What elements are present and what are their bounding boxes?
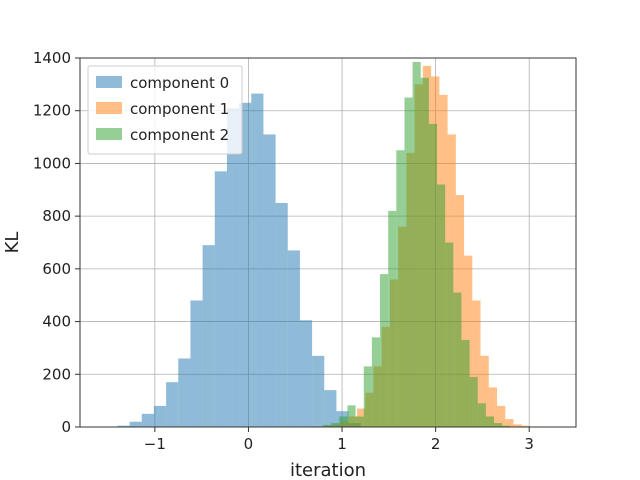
- bar: [488, 387, 498, 427]
- bar: [141, 413, 154, 427]
- bar: [312, 355, 325, 427]
- bar: [355, 416, 364, 427]
- bar: [287, 250, 300, 427]
- bar: [420, 77, 429, 428]
- bar: [117, 425, 130, 427]
- series-0: [117, 93, 361, 427]
- bar: [404, 97, 413, 427]
- bar: [202, 245, 215, 427]
- bar: [226, 108, 240, 427]
- bar: [339, 416, 348, 427]
- y-tick-label: 800: [42, 207, 71, 225]
- legend-swatch: [96, 76, 122, 88]
- bar: [263, 134, 276, 427]
- legend-swatch: [96, 128, 122, 140]
- bar: [129, 421, 142, 427]
- y-axis-label: KL: [2, 232, 23, 254]
- legend: component 0 component 1 component 2: [87, 65, 243, 155]
- histogram-bars: [117, 61, 547, 428]
- x-tick-label: −1: [144, 435, 166, 453]
- bar: [331, 423, 340, 427]
- bar: [469, 376, 478, 427]
- bar: [214, 171, 227, 427]
- bar: [324, 390, 337, 427]
- bar: [178, 358, 191, 427]
- bar: [190, 300, 203, 427]
- x-tick-label: 2: [431, 435, 441, 453]
- bar: [477, 403, 486, 427]
- y-tick-label: 600: [42, 260, 71, 278]
- bar: [275, 202, 288, 427]
- bar: [323, 424, 332, 427]
- legend-label: component 1: [130, 100, 229, 118]
- y-tick-label: 1000: [33, 154, 71, 172]
- bar: [502, 425, 511, 427]
- x-tick-label: 3: [524, 435, 534, 453]
- bar: [251, 93, 264, 427]
- y-tick-label: 1200: [33, 102, 71, 120]
- legend-label: component 0: [130, 74, 229, 92]
- x-axis-label: iteration: [290, 460, 366, 480]
- bar: [388, 210, 397, 427]
- bar: [347, 405, 356, 427]
- bar: [396, 150, 405, 427]
- bar: [153, 405, 167, 427]
- y-tick-label: 0: [61, 418, 71, 436]
- bar: [480, 355, 489, 427]
- bar: [371, 337, 381, 427]
- x-tick-label: 0: [244, 435, 254, 453]
- bar: [497, 405, 506, 427]
- y-tick-label: 400: [42, 313, 71, 331]
- bar: [505, 419, 514, 427]
- x-tick-label: 1: [337, 435, 347, 453]
- legend-box: [87, 65, 243, 155]
- bar: [485, 416, 495, 427]
- bar: [494, 423, 503, 427]
- bar: [461, 340, 470, 427]
- axis-ticks: −1 0 1 2 3 0 200 400 600 800 1000 1200 1400: [33, 49, 534, 453]
- series-2: [314, 61, 511, 428]
- bar: [521, 425, 530, 427]
- bar: [472, 300, 481, 427]
- bar: [513, 424, 522, 427]
- plot-frame: [79, 57, 577, 428]
- bar: [363, 366, 372, 427]
- y-tick-label: 200: [42, 365, 71, 383]
- legend-label: component 2: [130, 126, 229, 144]
- bar: [166, 382, 179, 427]
- bar: [380, 274, 389, 427]
- bar: [428, 123, 438, 427]
- bar: [437, 184, 446, 427]
- bar: [412, 61, 421, 427]
- legend-swatch: [96, 102, 122, 114]
- bar: [453, 292, 462, 427]
- y-tick-label: 1400: [33, 49, 71, 67]
- bar: [445, 242, 454, 427]
- bar: [299, 320, 313, 427]
- bar: [239, 102, 252, 427]
